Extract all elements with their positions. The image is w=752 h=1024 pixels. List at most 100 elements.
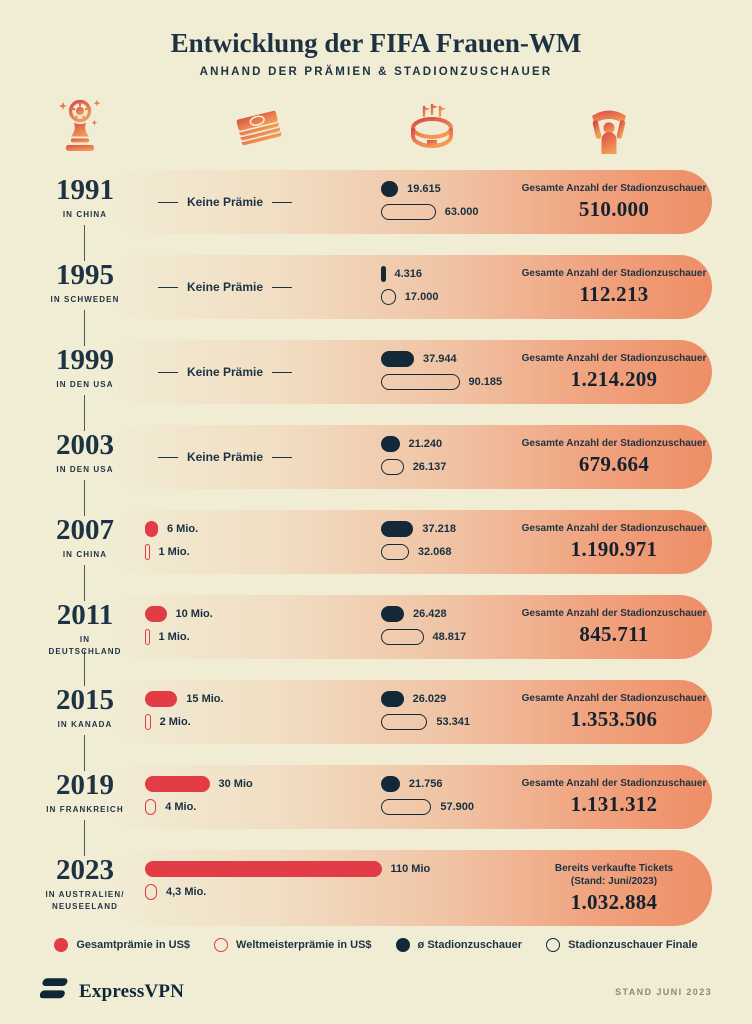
total-prize-value: 10 Mio. (175, 608, 213, 621)
avg-attendance-line: 21.240 (381, 436, 520, 453)
final-attendance-bar (381, 374, 460, 391)
total-attendance-cell: Gesamte Anzahl der Stadionzuschauer 1.19… (520, 510, 712, 574)
year-label: 2015 (56, 684, 114, 717)
dash-left (157, 456, 178, 458)
expressvpn-logo-icon (39, 974, 70, 1009)
navy-outline-circle-icon (546, 938, 561, 953)
total-prize-value: 110 Mio (390, 863, 431, 876)
timeline-connector (84, 225, 85, 262)
total-prize-bar (145, 691, 178, 708)
avg-attendance-value: 37.944 (423, 353, 457, 366)
timeline-connector (84, 650, 85, 687)
attendance-cell: 26.029 53.341 (320, 680, 520, 744)
avg-attendance-line: 26.029 (381, 691, 520, 708)
host-location-label: IN KANADA (57, 719, 113, 729)
total-prize-line: 15 Mio. (145, 691, 320, 708)
total-attendance-value: 845.711 (579, 622, 649, 647)
final-attendance-bar (381, 714, 428, 731)
attendance-cell: 26.428 48.817 (320, 595, 520, 659)
no-prize-line: Keine Prämie (157, 280, 293, 294)
total-caption: Bereits verkaufte Tickets (554, 862, 674, 874)
winner-prize-bar (145, 884, 157, 901)
final-attendance-line: 17.000 (381, 289, 520, 306)
row-background (110, 425, 712, 490)
final-attendance-line: 32.068 (381, 544, 520, 561)
attendance-cell: 21.240 26.137 (320, 425, 520, 489)
final-attendance-bar (381, 459, 404, 476)
no-prize-line: Keine Prämie (157, 195, 293, 209)
winner-prize-value: 2 Mio. (159, 716, 191, 729)
total-attendance-cell: Gesamte Anzahl der Stadionzuschauer 845.… (520, 595, 712, 659)
total-attendance-value: 1.214.209 (570, 367, 658, 392)
timeline-row: 2003 IN DEN USA Keine Prämie (40, 425, 712, 517)
winner-prize-line: 1 Mio. (145, 629, 320, 646)
host-location-label: IN FRANKREICH (46, 804, 124, 814)
row-background (110, 595, 712, 660)
prize-cell: Keine Prämie (130, 340, 320, 404)
total-attendance-value: 1.131.312 (570, 792, 658, 817)
timeline-row: 2015 IN KANADA Keine Prämie 15 Mio. 2 Mi… (40, 680, 712, 772)
total-attendance-value: 679.664 (578, 452, 650, 477)
timeline-row: 2011 IN DEUTSCHLAND Keine Prämie 10 Mio.… (40, 595, 712, 687)
final-attendance-value: 48.817 (432, 631, 467, 644)
year-cell: 2019 IN FRANKREICH (40, 765, 130, 857)
dash-right (272, 201, 293, 203)
no-prize-label: Keine Prämie (186, 365, 264, 380)
winner-prize-value: 1 Mio. (158, 546, 190, 559)
total-caption-line2: (Stand: Juni/2023) (570, 875, 658, 887)
winner-prize-bar (145, 544, 150, 561)
total-attendance-cell: Gesamte Anzahl der Stadionzuschauer 679.… (520, 425, 712, 489)
winner-prize-line: 1 Mio. (145, 544, 320, 561)
final-attendance-value: 17.000 (404, 291, 439, 304)
avg-attendance-line: 26.428 (381, 606, 520, 623)
total-prize-value: 15 Mio. (186, 693, 224, 706)
legend-label: Gesamtprämie in US$ (76, 939, 191, 952)
row-background (110, 170, 712, 235)
avg-attendance-bar (381, 521, 414, 538)
year-label: 2007 (56, 514, 114, 547)
prize-cell: Keine Prämie 15 Mio. 2 Mio. (130, 680, 320, 744)
red-outline-circle-icon (214, 938, 229, 953)
avg-attendance-bar (381, 436, 400, 453)
prize-cell: Keine Prämie 110 Mio 4,3 Mio. (130, 850, 430, 926)
row-background (110, 765, 712, 830)
year-cell: 1999 IN DEN USA (40, 340, 130, 432)
page-subtitle: ANHAND DER PRÄMIEN & STADIONZUSCHAUER (199, 66, 553, 79)
winner-prize-value: 4 Mio. (165, 801, 197, 814)
prize-shapes: 15 Mio. 2 Mio. (145, 691, 320, 731)
no-prize-label: Keine Prämie (186, 450, 264, 465)
brand-name: ExpressVPN (79, 980, 185, 1002)
winner-prize-bar (145, 714, 151, 731)
legend-label: Weltmeisterprämie in US$ (236, 939, 372, 952)
legend-item-total-prize: Gesamtprämie in US$ (54, 938, 191, 953)
total-attendance-value: 1.032.884 (570, 889, 658, 914)
legend-item-avg-attendance: ø Stadionzuschauer (395, 938, 522, 953)
avg-attendance-bar (381, 691, 404, 708)
avg-attendance-bar (381, 181, 399, 198)
final-attendance-value: 63.000 (444, 206, 479, 219)
timeline-row: 2023 IN AUSTRALIEN/ NEUSEELAND Keine Prä… (40, 850, 712, 927)
total-attendance-value: 1.190.971 (570, 537, 658, 562)
final-attendance-line: 53.341 (381, 714, 520, 731)
avg-attendance-value: 21.756 (408, 778, 443, 791)
prize-cell: Keine Prämie (130, 170, 320, 234)
prize-cell: Keine Prämie (130, 255, 320, 319)
total-prize-bar (145, 776, 210, 793)
row-background (110, 255, 712, 320)
final-attendance-value: 90.185 (468, 376, 503, 389)
total-prize-value: 30 Mio (218, 778, 253, 791)
row-background (110, 680, 712, 745)
total-attendance-cell: Gesamte Anzahl der Stadionzuschauer 1.13… (520, 765, 712, 829)
winner-prize-line: 4,3 Mio. (145, 884, 320, 901)
avg-attendance-bar (381, 606, 404, 623)
attendance-cell: 37.944 90.185 (320, 340, 520, 404)
host-location-label: IN DEUTSCHLAND (48, 634, 122, 656)
final-attendance-bar (381, 629, 424, 646)
winner-prize-bar (145, 629, 150, 646)
prize-cell: Keine Prämie (130, 425, 320, 489)
host-location-label: IN AUSTRALIEN/ NEUSEELAND (45, 889, 125, 911)
final-attendance-line: 63.000 (381, 204, 520, 221)
host-location-label: IN CHINA (62, 549, 108, 559)
avg-attendance-bar (381, 776, 400, 793)
avg-attendance-line: 19.615 (381, 181, 520, 198)
